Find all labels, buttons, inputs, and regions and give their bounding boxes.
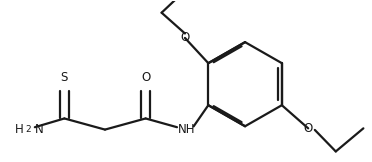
Text: O: O xyxy=(304,122,313,135)
Text: H: H xyxy=(15,123,24,136)
Text: 2: 2 xyxy=(25,125,31,134)
Text: O: O xyxy=(180,31,190,44)
Text: NH: NH xyxy=(177,123,195,136)
Text: O: O xyxy=(141,71,150,84)
Text: S: S xyxy=(61,71,68,84)
Text: N: N xyxy=(35,123,44,136)
